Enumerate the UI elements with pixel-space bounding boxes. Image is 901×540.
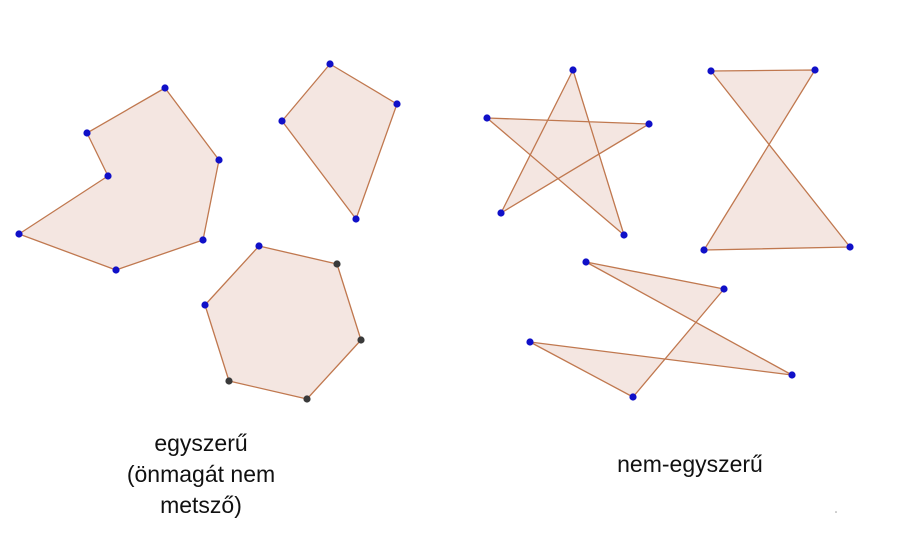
concave-polygon-vertices xyxy=(15,84,223,274)
vertex-point xyxy=(83,129,91,137)
vertex-point xyxy=(104,172,112,180)
vertex-point xyxy=(788,371,796,379)
hexagon-vertices xyxy=(201,242,365,403)
vertex-point xyxy=(357,336,365,344)
vertex-point xyxy=(811,66,819,74)
vertex-point xyxy=(620,231,628,239)
vertex-point xyxy=(707,67,715,75)
nonsimple-polygon-zigzag xyxy=(526,258,796,401)
nonsimple-polygon-star xyxy=(483,66,653,239)
vertex-point xyxy=(255,242,263,250)
vertex-point xyxy=(112,266,120,274)
vertex-point xyxy=(700,246,708,254)
vertex-point xyxy=(352,215,360,223)
zigzag-shape xyxy=(529,261,793,398)
vertex-point xyxy=(393,100,401,108)
vertex-point xyxy=(846,243,854,251)
vertex-point xyxy=(497,209,505,217)
vertex-point xyxy=(569,66,577,74)
simple-label-line2: (önmagát nem xyxy=(126,461,276,487)
vertex-point xyxy=(225,377,233,385)
star-vertices xyxy=(483,66,653,239)
vertex-point xyxy=(483,114,491,122)
vertex-point xyxy=(326,60,334,68)
vertex-point xyxy=(215,156,223,164)
vertex-point xyxy=(15,230,23,238)
vertex-point xyxy=(582,258,590,266)
vertex-point xyxy=(645,120,653,128)
stray-dot xyxy=(835,511,837,513)
simple-polygon-hexagon xyxy=(201,242,365,403)
vertex-point xyxy=(333,260,341,268)
nonsimple-polygon-hourglass xyxy=(700,66,854,254)
vertex-point xyxy=(526,338,534,346)
vertex-point xyxy=(303,395,311,403)
simple-label-line3: metsző) xyxy=(160,492,242,518)
hexagon-shape xyxy=(204,245,362,400)
vertex-point xyxy=(629,393,637,401)
star-shape xyxy=(486,69,650,236)
vertex-point xyxy=(161,84,169,92)
simple-polygon-quadrilateral xyxy=(278,60,401,223)
simple-polygon-concave xyxy=(15,84,223,274)
simple-polygons-label: egyszerű (önmagát nem metsző) xyxy=(96,428,306,521)
hourglass-vertices xyxy=(700,66,854,254)
nonsimple-polygons-label: nem-egyszerű xyxy=(617,451,763,477)
quadrilateral-vertices xyxy=(278,60,401,223)
simple-label-line1: egyszerű xyxy=(154,430,248,456)
vertex-point xyxy=(720,285,728,293)
vertex-point xyxy=(278,117,286,125)
vertex-point xyxy=(201,301,209,309)
quadrilateral-shape xyxy=(281,63,398,220)
vertex-point xyxy=(199,236,207,244)
concave-polygon-shape xyxy=(18,87,220,271)
zigzag-vertices xyxy=(526,258,796,401)
hourglass-shape xyxy=(703,69,851,251)
